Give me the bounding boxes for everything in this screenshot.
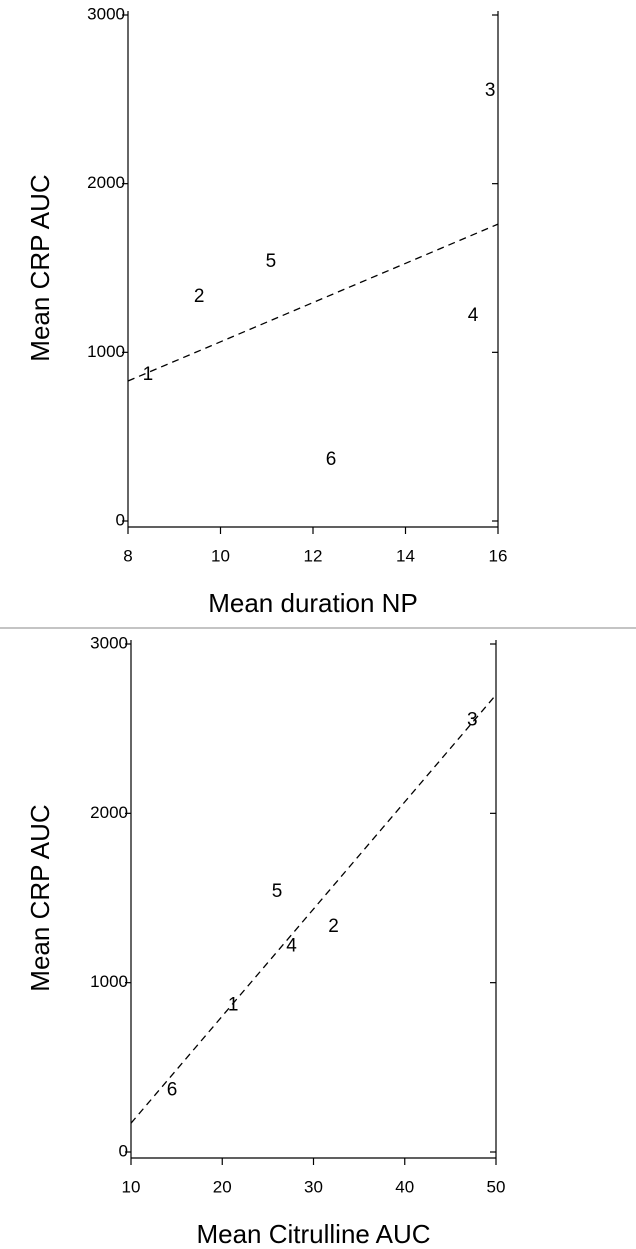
- x-tick-label: 16: [489, 546, 508, 565]
- x-tick-label: 10: [211, 546, 230, 565]
- x-tick-label: 12: [304, 546, 323, 565]
- y-tick-label: 3000: [90, 633, 128, 652]
- point-label: 5: [272, 881, 283, 902]
- point-label: 6: [326, 449, 337, 470]
- y-tick-label: 0: [119, 1141, 128, 1160]
- point-label: 3: [485, 80, 496, 101]
- y-tick-label: 0: [116, 510, 125, 529]
- x-tick-label: 10: [122, 1177, 141, 1196]
- x-tick-label: 30: [304, 1177, 323, 1196]
- y-tick-label: 1000: [87, 342, 125, 361]
- y-tick-label: 2000: [90, 803, 128, 822]
- point-label: 4: [468, 305, 479, 326]
- point-label: 1: [143, 364, 154, 385]
- point-label: 4: [286, 935, 297, 956]
- y-axis-title: Mean CRP AUC: [25, 174, 55, 361]
- y-tick-label: 3000: [87, 4, 125, 23]
- x-tick-label: 20: [213, 1177, 232, 1196]
- trend-line: [130, 694, 497, 1124]
- x-axis-title: Mean Citrulline AUC: [196, 1219, 430, 1249]
- point-label: 3: [467, 709, 478, 730]
- point-label: 1: [228, 995, 239, 1016]
- x-tick-label: 8: [123, 546, 132, 565]
- point-label: 5: [266, 251, 277, 272]
- point-label: 6: [167, 1080, 178, 1101]
- y-axis-title: Mean CRP AUC: [25, 804, 55, 991]
- x-axis-title: Mean duration NP: [208, 588, 418, 618]
- y-tick-label: 1000: [90, 972, 128, 991]
- y-tick-label: 2000: [87, 173, 125, 192]
- x-tick-label: 40: [395, 1177, 414, 1196]
- point-label: 2: [194, 286, 205, 307]
- x-tick-label: 14: [396, 546, 415, 565]
- trend-line: [127, 223, 499, 382]
- point-label: 2: [328, 916, 339, 937]
- x-tick-label: 50: [487, 1177, 506, 1196]
